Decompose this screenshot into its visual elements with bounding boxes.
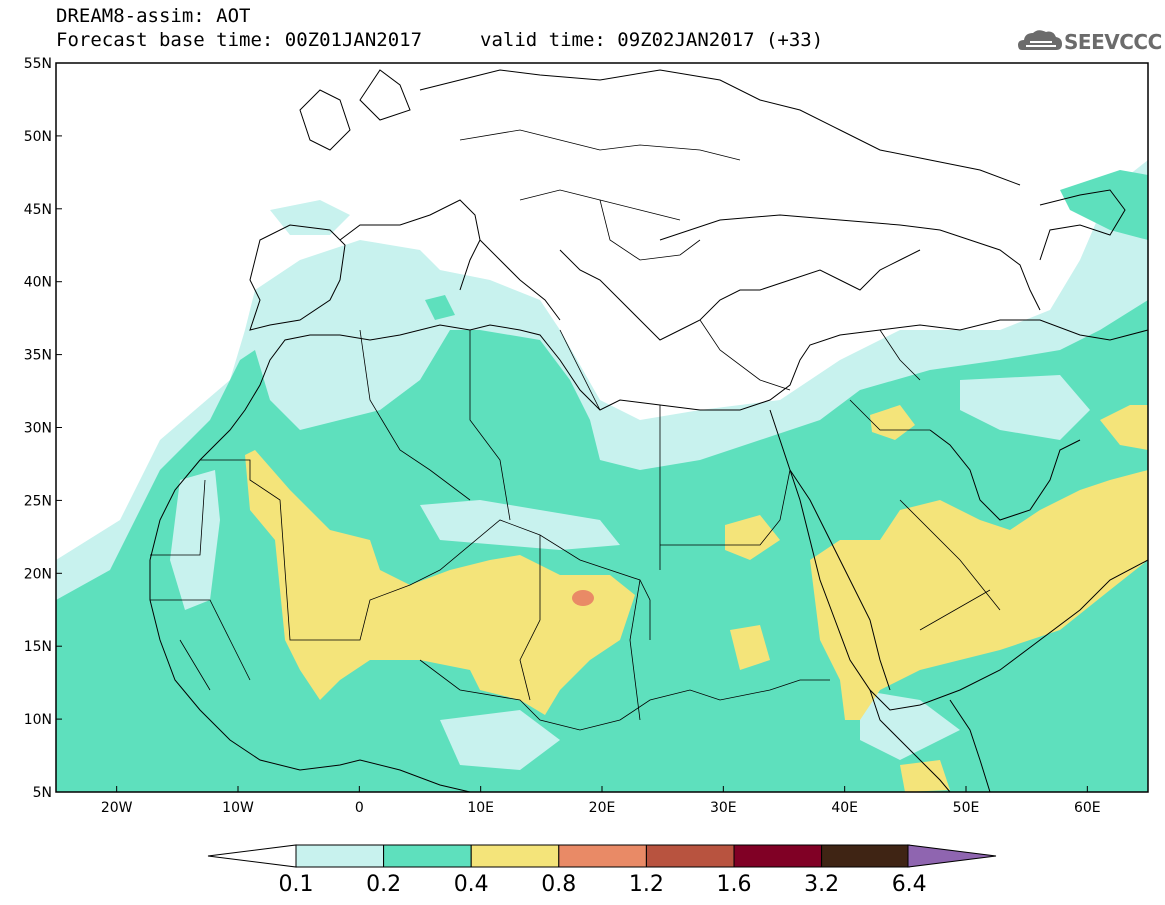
lon-tick-label: 50E [953, 800, 980, 816]
aot-contour-0-4 [245, 405, 1148, 792]
colorbar-box [295, 844, 385, 868]
colorbar-label: 0.8 [541, 872, 577, 897]
cloud-icon [1018, 30, 1062, 50]
coastlines [149, 69, 1148, 792]
colorbar-label: 0.4 [453, 872, 489, 897]
lat-tick-label: 25N [24, 493, 52, 509]
colorbar-box [645, 844, 735, 868]
lat-tick-label: 40N [24, 275, 52, 291]
colorbar-box [821, 844, 910, 868]
lat-tick-label: 55N [24, 56, 52, 72]
lon-tick-label: 40E [831, 800, 858, 816]
colorbar-label: 1.6 [716, 872, 752, 897]
title-valid-time: valid time: 09Z02JAN2017 (+33) [480, 29, 824, 51]
colorbar-label: 1.2 [628, 872, 664, 897]
lat-tick-label: 50N [24, 129, 52, 145]
colorbar [207, 844, 997, 868]
lon-tick-label: 10E [467, 800, 494, 816]
lon-tick-label: 60E [1074, 800, 1101, 816]
lat-tick-label: 45N [24, 202, 52, 218]
lon-tick-label: 30E [710, 800, 737, 816]
lat-tick-label: 10N [24, 712, 52, 728]
colorbar-box [470, 844, 560, 868]
country-borders [150, 129, 1001, 731]
colorbar-over-arrow [907, 844, 997, 868]
colorbar-label: 0.2 [366, 872, 402, 897]
lat-tick-label: 30N [24, 421, 52, 437]
lon-tick-label: 0 [355, 800, 364, 816]
lat-tick-label: 20N [24, 566, 52, 582]
title-base-time: Forecast base time: 00Z01JAN2017 [56, 29, 423, 51]
colorbar-under-arrow [207, 844, 297, 868]
colorbar-box [383, 844, 472, 868]
lon-tick-label: 20W [101, 800, 133, 816]
lat-tick-label: 15N [24, 639, 52, 655]
lon-tick-label: 20E [589, 800, 616, 816]
title-model: DREAM8-assim: AOT [56, 5, 251, 27]
aot-contour-0-8 [572, 590, 594, 606]
logo-text: SEEVCCC [1064, 30, 1162, 54]
colorbar-label: 6.4 [891, 872, 927, 897]
colorbar-box [558, 844, 647, 868]
colorbar-label: 0.1 [278, 872, 314, 897]
axis-ticks: 20W 10W 0 10E 20E 30E 40E 50E 60E 55N 50N 45N 40N 35N… [24, 56, 1101, 816]
colorbar-label: 3.2 [804, 872, 840, 897]
colorbar-box [733, 844, 823, 868]
lat-tick-label: 5N [33, 785, 52, 801]
lat-tick-label: 35N [24, 348, 52, 364]
aot-contour-0-1-holes [170, 375, 1090, 770]
lon-tick-label: 10W [222, 800, 254, 816]
